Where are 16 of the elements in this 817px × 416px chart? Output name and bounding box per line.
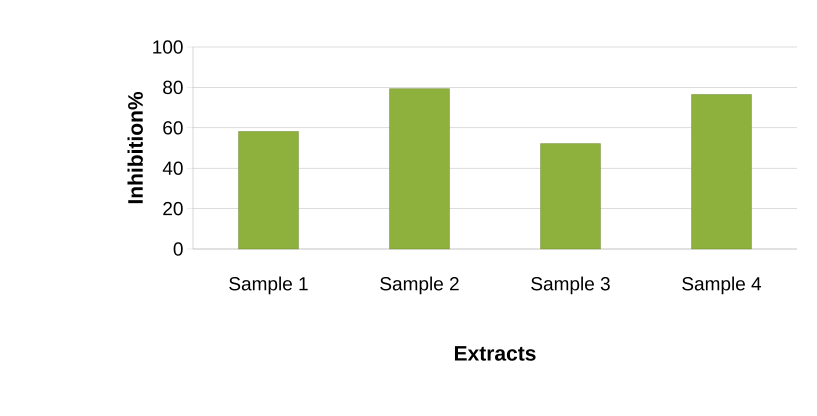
bar: [540, 143, 601, 250]
y-tick-label: 0: [174, 242, 183, 256]
bar: [238, 131, 299, 250]
x-axis-title: Extracts: [454, 346, 536, 361]
bar: [691, 94, 752, 250]
y-tick-label: 40: [162, 161, 183, 175]
bar: [389, 88, 450, 250]
x-tick-label: Sample 2: [380, 276, 459, 294]
x-tick-label: Sample 1: [229, 276, 308, 294]
x-tick-label: Sample 3: [531, 276, 610, 294]
x-tick-label: Sample 4: [682, 276, 762, 294]
y-tick-label: 100: [153, 40, 183, 54]
y-tick-label: 80: [163, 80, 183, 94]
y-tick-label: 60: [163, 121, 183, 135]
y-axis-title: Inhibition%: [127, 92, 143, 204]
y-tick-label: 20: [163, 202, 183, 216]
